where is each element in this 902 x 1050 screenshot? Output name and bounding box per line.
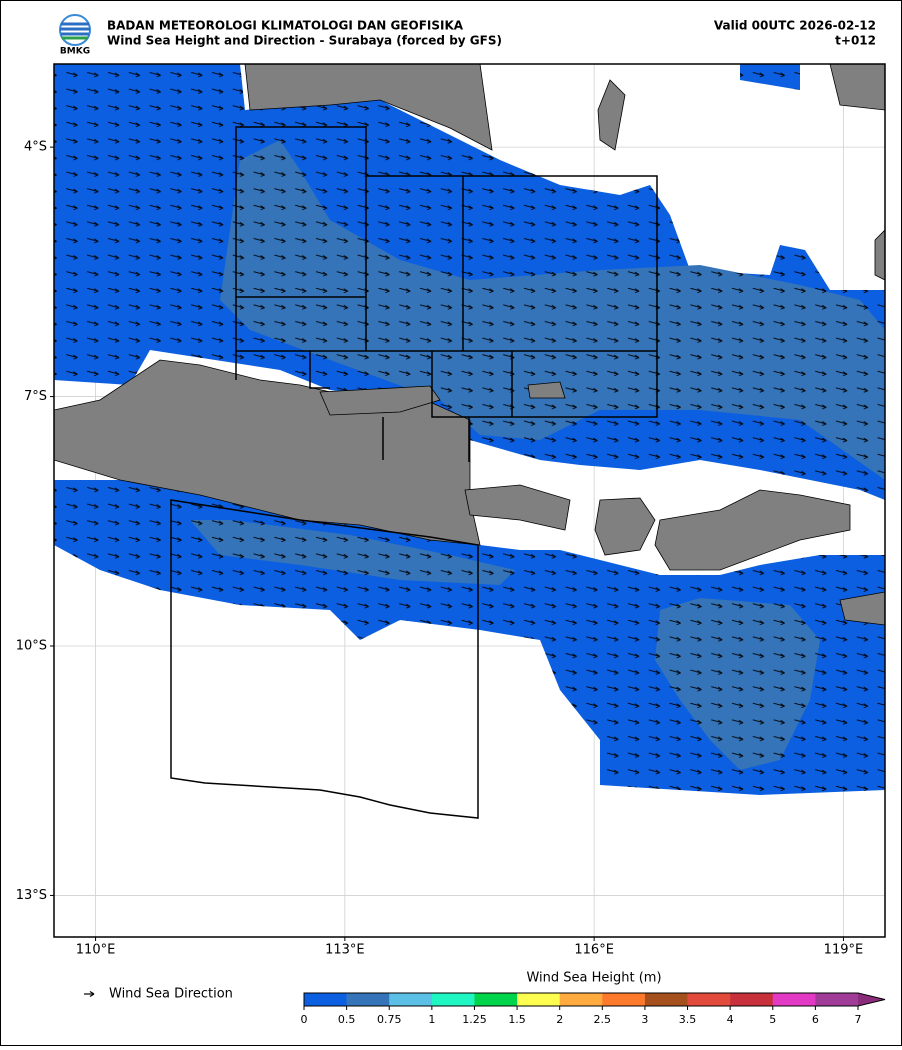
colorbar-segment: [815, 993, 859, 1006]
logo-text: BMKG: [60, 47, 90, 57]
colorbar-segment: [687, 993, 731, 1006]
colorbar-segment: [346, 993, 390, 1006]
y-tick-label: 7°S: [24, 389, 47, 404]
agency: BADAN METEOROLOGI KLIMATOLOGI DAN GEOFIS…: [107, 19, 464, 33]
y-tick-label: 10°S: [16, 639, 47, 654]
colorbar-tick-label: 2.5: [594, 1013, 612, 1026]
colorbar-outline: [303, 992, 886, 1007]
colorbar-tick-label: 1.5: [508, 1013, 526, 1026]
colorbar-segment: [772, 993, 816, 1006]
colorbar-tick-label: 0.75: [377, 1013, 402, 1026]
colorbar-extend: [858, 993, 885, 1006]
logo: BMKG: [59, 14, 91, 57]
x-tick-label: 116°E: [574, 943, 614, 958]
y-tick-label: 13°S: [16, 888, 47, 903]
colorbar-segment: [730, 993, 774, 1006]
colorbar-tick-label: 4: [727, 1013, 734, 1026]
colorbar-segment: [559, 993, 603, 1006]
colorbar-tick-label: 7: [855, 1013, 862, 1026]
legend: Wind Sea Direction: [84, 987, 233, 1002]
title: Wind Sea Height and Direction - Surabaya…: [107, 34, 502, 48]
x-tick-label: 113°E: [325, 943, 365, 958]
x-tick-label: 119°E: [824, 943, 864, 958]
colorbar-tick-label: 3: [641, 1013, 648, 1026]
y-tick-label: 4°S: [24, 140, 47, 155]
colorbar-tick-label: 6: [812, 1013, 819, 1026]
colorbar-segment: [431, 993, 475, 1006]
colorbar-tick-label: 5: [769, 1013, 776, 1026]
colorbar-tick-label: 2: [556, 1013, 563, 1026]
colorbar-segment: [644, 993, 688, 1006]
colorbar-segment: [602, 993, 646, 1006]
colorbar-tick-label: 3.5: [679, 1013, 697, 1026]
map: [54, 64, 885, 937]
colorbar-tick-label: 1.25: [462, 1013, 487, 1026]
lead-time: t+012: [835, 34, 876, 48]
colorbar-segment: [474, 993, 518, 1006]
colorbar-segment: [389, 993, 433, 1006]
colorbar-title: Wind Sea Height (m): [526, 971, 661, 986]
valid-time: Valid 00UTC 2026-02-12: [714, 19, 876, 33]
legend-label: Wind Sea Direction: [109, 987, 233, 1002]
colorbar-segment: [304, 993, 347, 1006]
colorbar-tick-label: 0.5: [338, 1013, 356, 1026]
map-frame: [53, 63, 886, 938]
colorbar-segment: [517, 993, 560, 1006]
x-tick-label: 110°E: [76, 943, 116, 958]
colorbar-tick-label: 1: [428, 1013, 435, 1026]
colorbar-tick-label: 0: [301, 1013, 308, 1026]
